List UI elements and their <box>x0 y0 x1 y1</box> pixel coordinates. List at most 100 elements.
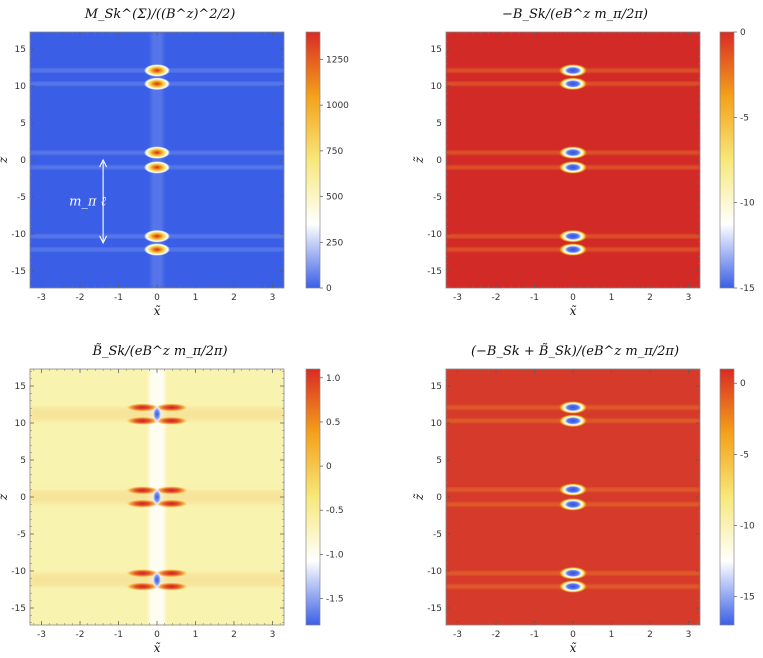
y-tick-label: 10 <box>431 419 443 429</box>
chart-title: M_Sk^(Σ)/((B^z)^2/2) <box>84 7 236 22</box>
x-tick-label: -1 <box>114 630 123 640</box>
cold-spot <box>559 161 587 174</box>
chart-title: −B_Sk/(eB^z m_π/2π) <box>502 7 648 22</box>
colorbar <box>719 368 735 626</box>
hot-spot <box>143 146 171 159</box>
colorbar-tick-label: -0.5 <box>326 506 344 516</box>
y-tick-label: 10 <box>15 419 27 429</box>
colorbar <box>305 31 321 289</box>
cold-spot <box>559 64 587 77</box>
colorbar-tick-label: 1.0 <box>326 374 341 384</box>
y-tick-label: -5 <box>433 530 442 540</box>
red-lobe <box>155 499 188 508</box>
colorbar-tick-label: 1000 <box>326 101 349 111</box>
x-tick-label: -2 <box>76 293 85 303</box>
panel-1: -3-2-10123-15-10-5051015x̃z̃M_Sk^(Σ)/((B… <box>0 7 349 318</box>
colorbar-tick-label: -5 <box>740 450 749 460</box>
colorbar-tick-label: -5 <box>740 113 749 123</box>
blue-core <box>152 405 162 423</box>
x-tick-label: 0 <box>570 630 576 640</box>
y-tick-label: 5 <box>20 456 26 466</box>
colorbar-tick-label: -1.5 <box>326 595 344 605</box>
x-tick-label: -1 <box>530 630 539 640</box>
blue-core <box>152 488 162 506</box>
panel-3: -3-2-10123-15-10-5051015x̃z̃B̃_Sk/(eB^z … <box>0 343 344 655</box>
hot-spot <box>143 229 171 243</box>
chart-title: B̃_Sk/(eB^z m_π/2π) <box>91 343 227 359</box>
colorbar-tick-label: 0.5 <box>326 418 340 428</box>
x-tick-label: 3 <box>270 630 276 640</box>
x-tick-label: 0 <box>154 630 160 640</box>
y-tick-label: 15 <box>431 45 442 55</box>
colorbar-tick-label: 0 <box>740 28 746 38</box>
hot-spot <box>143 161 171 174</box>
x-axis-label: x̃ <box>570 304 577 318</box>
length-arrow <box>99 158 108 245</box>
red-lobe <box>126 403 159 412</box>
y-tick-label: 0 <box>20 493 26 503</box>
colorbar-tick-label: 0 <box>326 462 332 472</box>
y-tick-label: -15 <box>427 267 442 277</box>
y-tick-label: 0 <box>20 156 26 166</box>
cold-spot <box>559 580 587 593</box>
x-tick-label: -3 <box>453 293 462 303</box>
cold-spot <box>559 498 587 511</box>
x-tick-label: 3 <box>686 293 692 303</box>
cold-spot <box>559 401 587 414</box>
annotation-label: m_π ℓ <box>69 194 107 209</box>
y-tick-label: 10 <box>431 82 443 92</box>
y-tick-label: -5 <box>17 530 26 540</box>
x-axis-label: x̃ <box>154 304 161 318</box>
y-tick-label: -10 <box>11 230 26 240</box>
colorbar-tick-label: -15 <box>740 593 755 603</box>
colorbar <box>305 368 321 626</box>
blue-core <box>152 571 162 589</box>
y-axis-label: z̃ <box>412 493 426 501</box>
colorbar-tick-label: 500 <box>326 193 343 203</box>
red-lobe <box>126 499 159 508</box>
colorbar-tick-label: 0 <box>326 284 332 294</box>
cold-spot <box>559 77 587 91</box>
colorbar-tick-label: 1250 <box>326 55 349 65</box>
colorbar-tick-label: 250 <box>326 238 343 248</box>
y-axis-label: z̃ <box>0 493 10 501</box>
x-tick-label: -3 <box>37 630 46 640</box>
cold-spot <box>559 243 587 256</box>
red-lobe <box>126 416 159 425</box>
x-tick-label: 1 <box>609 630 615 640</box>
red-lobe <box>126 582 159 591</box>
colorbar-tick-label: -15 <box>740 284 755 294</box>
x-tick-label: 1 <box>193 630 199 640</box>
cold-spot <box>559 566 587 580</box>
colorbar-tick-label: 750 <box>326 147 343 157</box>
y-tick-label: 5 <box>436 456 442 466</box>
hot-spot <box>143 243 171 256</box>
hot-spot <box>143 64 171 77</box>
x-tick-label: -3 <box>453 630 462 640</box>
y-tick-label: -10 <box>427 230 442 240</box>
y-tick-label: -15 <box>11 604 26 614</box>
cold-spot <box>559 229 587 243</box>
colorbar <box>719 31 735 289</box>
y-tick-label: 5 <box>20 119 26 129</box>
x-tick-label: -1 <box>114 293 123 303</box>
cold-spot <box>559 483 587 496</box>
y-tick-label: -10 <box>427 567 442 577</box>
colorbar-tick-label: 0 <box>740 379 746 389</box>
cold-spot <box>559 146 587 159</box>
colorbar-tick-label: -10 <box>740 199 755 209</box>
red-lobe <box>155 569 188 578</box>
x-tick-label: -2 <box>492 630 501 640</box>
colorbar-tick-label: -10 <box>740 521 755 531</box>
y-tick-label: 5 <box>436 119 442 129</box>
y-tick-label: -10 <box>11 567 26 577</box>
x-tick-label: 1 <box>193 293 199 303</box>
panel-2: -3 -2 -1 0 1 2 3-15-10-5051015x̃z̃−B_Sk/(eB^z … <box>412 7 755 318</box>
y-tick-label: 15 <box>15 382 26 392</box>
x-tick-label: 2 <box>231 630 237 640</box>
y-axis-label: z̃ <box>0 156 10 164</box>
x-axis-label: x̃ <box>154 641 161 655</box>
y-tick-label: 15 <box>431 382 442 392</box>
